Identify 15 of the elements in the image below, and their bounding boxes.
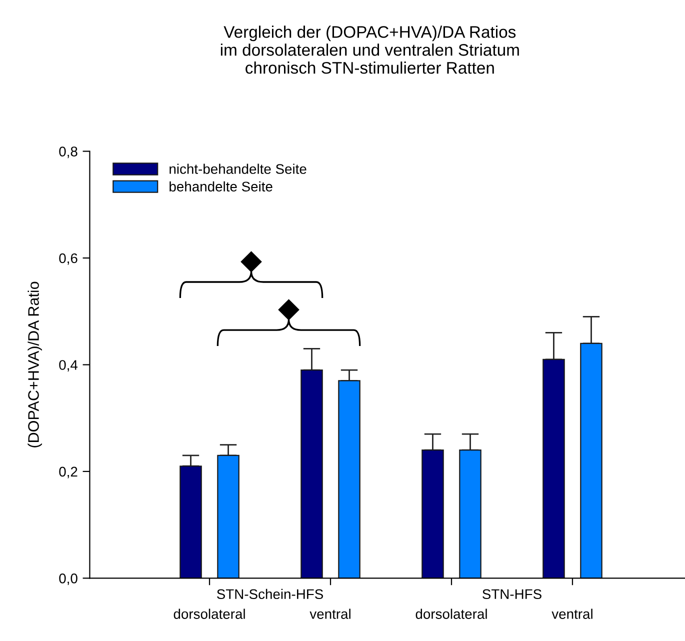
x-tick-label: dorsolateral — [174, 608, 245, 619]
y-tick-label: 0,2 — [59, 466, 78, 478]
y-tick-label: 0,0 — [59, 574, 78, 585]
y-axis-title: (DOPAC+HVA)/DA Ratio — [28, 282, 42, 448]
y-tick-label: 0,6 — [59, 253, 78, 265]
y-tick-label: 0,4 — [59, 360, 78, 372]
legend-label: nicht-behandelte Seite — [170, 164, 306, 174]
text: STN-Schein-HFS — [217, 588, 324, 600]
y-tick-label: 0,8 — [59, 146, 78, 158]
legend-label: behandelte Seite — [170, 181, 272, 192]
x-tick-label: ventral — [552, 608, 592, 619]
x-tick-label: dorsolateral — [416, 608, 487, 619]
chart-title: Vergleich der (DOPAC+HVA)/DA Ratios im dorsolateralen und ventralen Striatum chronisch STN-stimulierter Ratten — [220, 26, 519, 74]
text: STN-HFS — [482, 589, 542, 600]
x-tick-label: ventral — [310, 608, 350, 619]
